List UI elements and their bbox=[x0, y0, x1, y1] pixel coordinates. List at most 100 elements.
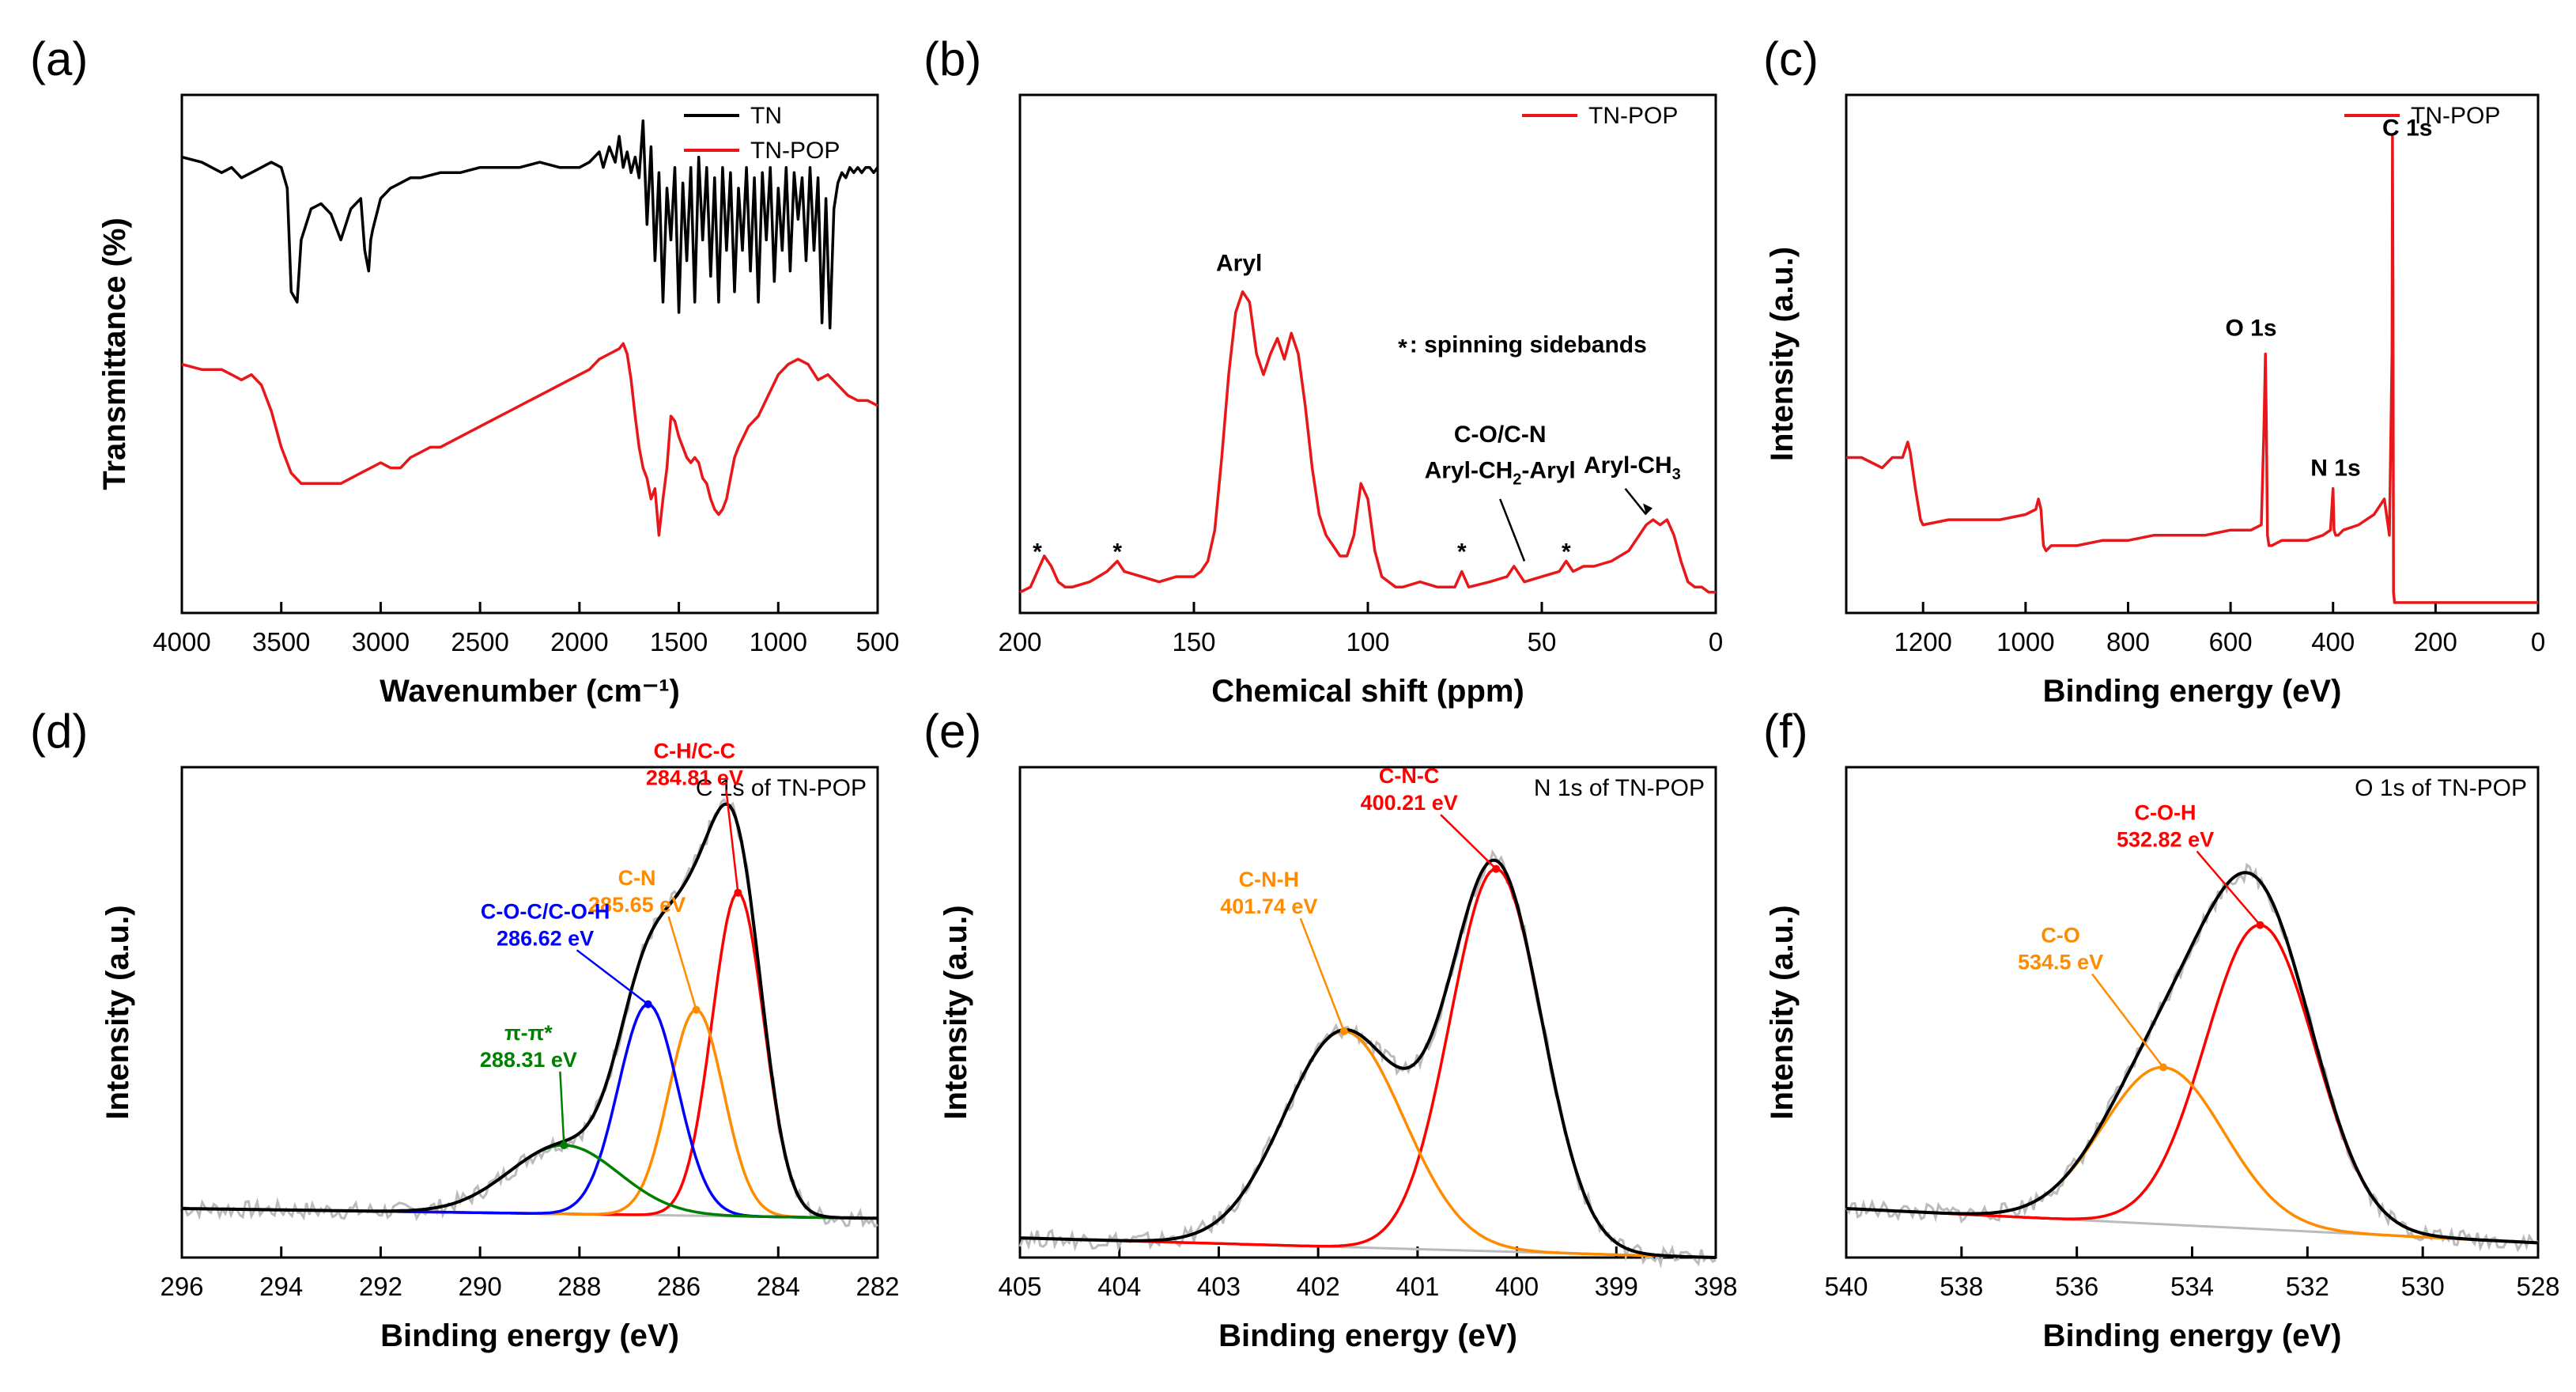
peak-name-label: π-π* bbox=[504, 1021, 553, 1045]
peak-arrow-head bbox=[1492, 864, 1501, 873]
legend-label: TN-POP bbox=[2411, 103, 2500, 129]
peak-energy-label: 284.81 eV bbox=[646, 766, 743, 789]
panel-f: 540 538 536 534 532 530 528 Binding energy (eV)… bbox=[1763, 705, 2560, 1353]
x-tick-label: 800 bbox=[2106, 627, 2150, 656]
label-aryl-ch2-aryl: Aryl-CH2-Aryl bbox=[1425, 458, 1576, 489]
x-tick-label: 296 bbox=[160, 1272, 203, 1301]
x-tick-label: 150 bbox=[1172, 627, 1215, 656]
peak-arrow bbox=[667, 916, 697, 1011]
peak-name-label: C-N-H bbox=[1239, 868, 1299, 891]
x-tick-label: 398 bbox=[1694, 1272, 1737, 1301]
panel-label: (e) bbox=[924, 705, 981, 758]
raw-data-line bbox=[1018, 849, 1717, 1269]
x-tick-label: 288 bbox=[557, 1272, 601, 1301]
x-tick-label: 50 bbox=[1528, 627, 1557, 656]
peak-energy-label: 286.62 eV bbox=[497, 926, 594, 950]
x-tick-label: 2000 bbox=[550, 627, 608, 656]
peak-arrow bbox=[2091, 973, 2165, 1069]
x-tick-label: 282 bbox=[856, 1272, 899, 1301]
legend-label: TN-POP bbox=[1588, 103, 1678, 129]
label-c1s: C 1s bbox=[2382, 115, 2432, 141]
peak-arrow bbox=[559, 1071, 565, 1146]
sideband-legend-text: : spinning sidebands bbox=[1410, 332, 1647, 358]
peak-arrow bbox=[725, 789, 739, 893]
x-tick-label: 292 bbox=[359, 1272, 402, 1301]
peak-name-label: C-H/C-C bbox=[654, 739, 735, 762]
panel-title: O 1s of TN-POP bbox=[2355, 775, 2527, 801]
peak-arrow-head bbox=[560, 1141, 568, 1150]
x-tick-label: 534 bbox=[2170, 1272, 2214, 1301]
envelope-line bbox=[1019, 858, 1717, 1259]
x-tick-label: 2500 bbox=[451, 627, 508, 656]
panel-b: 200 150 100 50 0 Chemical shift (ppm) (b) TN-PO… bbox=[924, 32, 1723, 709]
x-tick-label: 1500 bbox=[650, 627, 708, 656]
peak-energy-label: 285.65 eV bbox=[588, 893, 686, 917]
x-tick-label: 399 bbox=[1595, 1272, 1638, 1301]
peak-arrow-head bbox=[644, 1000, 652, 1008]
peak-arrow-head bbox=[2159, 1063, 2168, 1072]
peak-energy-label: 400.21 eV bbox=[1361, 791, 1458, 815]
series-tn-pop-line bbox=[1019, 290, 1716, 594]
x-axis-label: Wavenumber (cm⁻¹) bbox=[380, 674, 680, 709]
plot-frame bbox=[1018, 766, 1717, 1259]
panel-title: N 1s of TN-POP bbox=[1534, 775, 1705, 801]
x-tick-label: 538 bbox=[1940, 1272, 1983, 1301]
panel-d: 296 294 292 290 288 286 284 282 Binding energy (… bbox=[30, 705, 900, 1353]
series-tn-pop-line bbox=[1846, 134, 2538, 604]
peak-name-label: C-O-C/C-O-H bbox=[481, 899, 610, 923]
arrow-aryl-ch2 bbox=[1499, 498, 1526, 562]
x-tick-label: 0 bbox=[1709, 627, 1723, 656]
x-tick-label: 1000 bbox=[1996, 627, 2054, 656]
label-n1s: N 1s bbox=[2310, 455, 2360, 481]
x-tick-label: 540 bbox=[1824, 1272, 1868, 1301]
x-tick-label: 3500 bbox=[252, 627, 310, 656]
x-tick-label: 500 bbox=[856, 627, 899, 656]
label-aryl-ch3: Aryl-CH3 bbox=[1584, 452, 1681, 483]
plot-frame bbox=[180, 93, 879, 615]
panel-label: (a) bbox=[30, 32, 88, 85]
y-axis-label: Transmittance (%) bbox=[97, 218, 132, 490]
panel-a: 4000 3500 3000 2500 2000 1500 1000 500 Wavenumbe… bbox=[30, 32, 900, 709]
x-axis-label: Binding energy (eV) bbox=[380, 1318, 679, 1353]
peak-arrow-head bbox=[734, 888, 742, 897]
x-tick-label: 536 bbox=[2055, 1272, 2098, 1301]
peak-energy-label: 532.82 eV bbox=[2117, 827, 2214, 851]
peak-energy-label: 401.74 eV bbox=[1220, 895, 1317, 918]
envelope-line bbox=[181, 802, 878, 1220]
envelope-line bbox=[1845, 871, 2539, 1245]
x-tick-label: 401 bbox=[1396, 1272, 1439, 1301]
plot-frame bbox=[180, 766, 879, 1259]
sideband-legend-asterisk: * bbox=[1398, 335, 1407, 361]
x-tick-label: 402 bbox=[1297, 1272, 1340, 1301]
x-tick-label: 3000 bbox=[352, 627, 410, 656]
x-tick-label: 400 bbox=[1495, 1272, 1539, 1301]
x-tick-label: 100 bbox=[1346, 627, 1389, 656]
arrow-head bbox=[1643, 503, 1652, 515]
panel-label: (b) bbox=[924, 32, 981, 85]
x-axis-label: Binding energy (eV) bbox=[2043, 1318, 2342, 1353]
label-o1s: O 1s bbox=[2226, 315, 2277, 341]
x-tick-label: 200 bbox=[998, 627, 1041, 656]
sideband-asterisk: * bbox=[1562, 539, 1571, 566]
x-tick-label: 403 bbox=[1197, 1272, 1241, 1301]
x-tick-label: 532 bbox=[2286, 1272, 2329, 1301]
panel-e: 405 404 403 402 401 400 399 398 Binding energy (… bbox=[924, 705, 1738, 1353]
peak-energy-label: 288.31 eV bbox=[480, 1048, 577, 1072]
x-tick-label: 1200 bbox=[1894, 627, 1952, 656]
sideband-asterisk: * bbox=[1457, 539, 1467, 566]
peak-name-label: C-N bbox=[618, 866, 656, 890]
x-axis-label: Chemical shift (ppm) bbox=[1211, 674, 1524, 709]
label-aryl: Aryl bbox=[1216, 250, 1262, 276]
panel-label: (f) bbox=[1763, 705, 1808, 758]
y-axis-label: Intensity (a.u.) bbox=[1765, 247, 1800, 461]
x-tick-label: 400 bbox=[2311, 627, 2355, 656]
sideband-asterisk: * bbox=[1112, 539, 1122, 566]
series-tn-pop-line bbox=[181, 342, 878, 537]
legend-label: TN bbox=[750, 103, 782, 129]
x-tick-label: 528 bbox=[2516, 1272, 2559, 1301]
peak-name-label: C-O bbox=[2041, 923, 2080, 947]
y-axis-label: Intensity (a.u.) bbox=[1765, 905, 1800, 1119]
x-tick-label: 294 bbox=[259, 1272, 303, 1301]
panel-c: 1200 1000 800 600 400 200 0 Binding energy (eV)… bbox=[1763, 32, 2545, 709]
